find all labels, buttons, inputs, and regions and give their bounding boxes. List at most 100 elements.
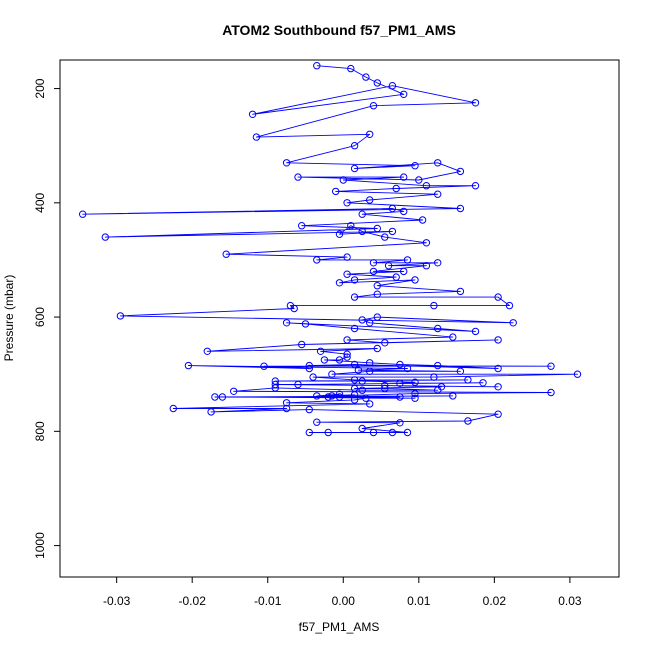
data-point (381, 233, 389, 241)
data-point (449, 392, 457, 400)
data-point (211, 393, 219, 401)
data-point (381, 339, 389, 347)
data-point (366, 196, 374, 204)
data-point (335, 356, 344, 364)
x-axis-label: f57_PM1_AMS (299, 620, 380, 634)
data-point (169, 404, 178, 413)
data-point (434, 361, 442, 370)
data-point (471, 182, 480, 190)
data-point (434, 259, 442, 267)
data-point (494, 383, 502, 391)
data-point (350, 360, 359, 369)
data-point (358, 424, 366, 433)
data-point (366, 367, 374, 375)
data-point (350, 376, 359, 384)
data-point (184, 361, 193, 370)
data-point (248, 110, 257, 119)
data-point (422, 239, 431, 247)
data-point (392, 273, 400, 281)
data-point (396, 379, 404, 387)
plot-area (59, 59, 620, 578)
data-point (456, 287, 465, 296)
data-point (301, 320, 310, 328)
data-point (366, 359, 374, 367)
data-point (350, 164, 359, 173)
data-point (547, 362, 555, 370)
y-axis: 200 400 600 800 1000 (33, 78, 60, 559)
data-point (350, 396, 359, 404)
data-point (350, 293, 359, 301)
data-point (350, 324, 359, 333)
data-point (358, 377, 366, 385)
data-point (298, 222, 306, 230)
x-tick-label: 0.00 (332, 594, 356, 608)
data-point (313, 61, 321, 70)
y-tick-label: 200 (33, 78, 47, 98)
data-point (366, 400, 374, 408)
y-tick-label: 400 (33, 192, 47, 212)
data-point (343, 199, 351, 207)
data-point (343, 270, 351, 278)
data-point (305, 428, 313, 437)
data-point (290, 304, 298, 313)
data-point (411, 389, 419, 398)
data-point (411, 162, 419, 170)
data-point (328, 370, 336, 378)
data-point (335, 393, 344, 401)
data-point (339, 176, 347, 184)
data-point (381, 384, 389, 393)
data-point (294, 173, 302, 181)
data-point (464, 376, 472, 384)
data-point (373, 282, 381, 290)
data-point (358, 210, 366, 218)
data-point (101, 233, 110, 241)
series-line (82, 65, 578, 433)
chart-title: ATOM2 Southbound f57_PM1_AMS (222, 22, 456, 38)
data-point (403, 428, 412, 437)
data-point (494, 336, 502, 344)
data-point (282, 319, 291, 327)
data-point (79, 210, 87, 218)
data-point (282, 399, 291, 407)
data-point (494, 364, 502, 373)
data-point (324, 393, 332, 401)
data-point (422, 182, 431, 190)
data-point (369, 428, 378, 437)
data-point (388, 227, 397, 236)
data-point (411, 378, 419, 386)
data-point (335, 279, 344, 287)
data-point (354, 366, 363, 374)
data-point (396, 393, 404, 401)
data-point (343, 336, 351, 344)
data-point (366, 319, 374, 327)
data-point (373, 344, 381, 353)
data-point (222, 250, 230, 258)
data-point (343, 353, 351, 361)
x-tick-label: -0.03 (103, 594, 131, 608)
data-point (471, 99, 480, 107)
data-point (343, 350, 351, 358)
data-point (332, 187, 340, 196)
data-point (479, 379, 487, 387)
data-point (313, 392, 321, 400)
data-point (358, 386, 366, 394)
data-point (415, 176, 423, 184)
x-tick-label: -0.02 (179, 594, 207, 608)
data-point (203, 347, 212, 355)
data-point (494, 293, 502, 301)
data-point (271, 380, 279, 389)
data-point (305, 405, 313, 414)
data-point (320, 356, 329, 364)
data-point (335, 230, 344, 238)
data-point (430, 373, 438, 381)
data-point (403, 256, 412, 264)
data-point (388, 204, 397, 213)
data-point (347, 64, 355, 73)
y-tick-label: 800 (33, 421, 47, 441)
data-point (207, 408, 215, 416)
data-point (456, 204, 465, 213)
data-point (456, 367, 465, 375)
data-point (400, 90, 408, 99)
data-point (316, 347, 325, 355)
